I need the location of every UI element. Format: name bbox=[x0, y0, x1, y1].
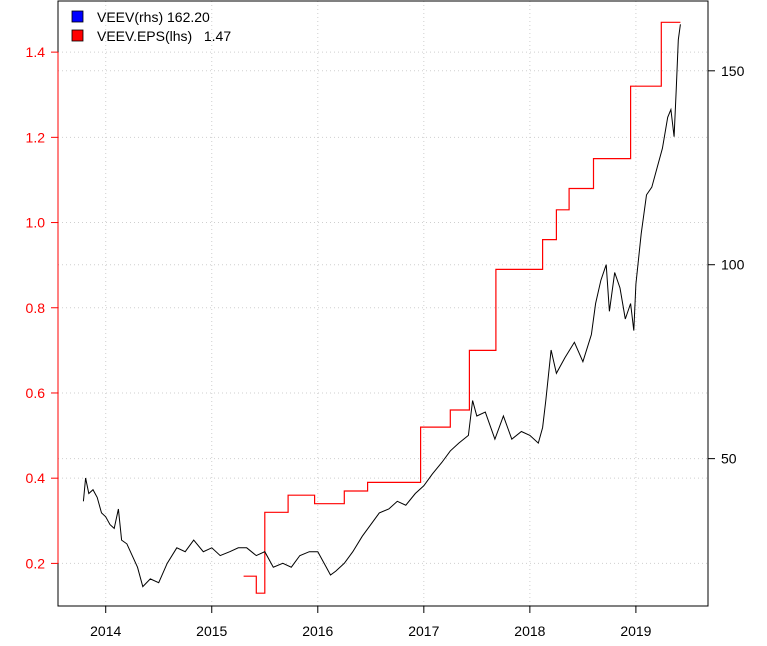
x-tick-label: 2016 bbox=[302, 623, 333, 639]
x-tick-label: 2019 bbox=[620, 623, 651, 639]
x-tick-label: 2015 bbox=[196, 623, 227, 639]
left-tick-label: 0.2 bbox=[26, 555, 46, 571]
left-tick-label: 0.4 bbox=[26, 470, 46, 486]
left-tick-label: 1.0 bbox=[26, 215, 46, 231]
legend-label: VEEV(rhs) 162.20 bbox=[97, 9, 210, 25]
series-layer bbox=[82, 21, 681, 594]
series-line-price bbox=[82, 24, 681, 588]
legend-swatch bbox=[71, 29, 84, 42]
left-tick-label: 0.8 bbox=[26, 300, 46, 316]
right-tick-label: 150 bbox=[721, 63, 745, 79]
series-line-eps bbox=[243, 21, 681, 594]
left-tick-label: 1.4 bbox=[26, 44, 46, 60]
x-axis: 2014 2015 2016 2017 2018 2019 bbox=[90, 605, 652, 639]
right-tick-label: 100 bbox=[721, 257, 745, 273]
x-tick-label: 2018 bbox=[514, 623, 545, 639]
left-axis: 0.2 0.4 0.6 0.8 1.0 1.2 1.4 bbox=[26, 44, 59, 571]
x-tick-label: 2014 bbox=[90, 623, 121, 639]
x-tick-label: 2017 bbox=[408, 623, 439, 639]
right-tick-label: 50 bbox=[721, 451, 737, 467]
legend-label: VEEV.EPS(lhs) 1.47 bbox=[97, 28, 231, 44]
legend: VEEV(rhs) 162.20 VEEV.EPS(lhs) 1.47 bbox=[71, 9, 231, 44]
right-axis: 50 100 150 bbox=[707, 63, 745, 467]
left-tick-label: 0.6 bbox=[26, 385, 46, 401]
legend-swatch bbox=[71, 10, 84, 23]
grid bbox=[58, 1, 708, 606]
left-tick-label: 1.2 bbox=[26, 129, 46, 145]
